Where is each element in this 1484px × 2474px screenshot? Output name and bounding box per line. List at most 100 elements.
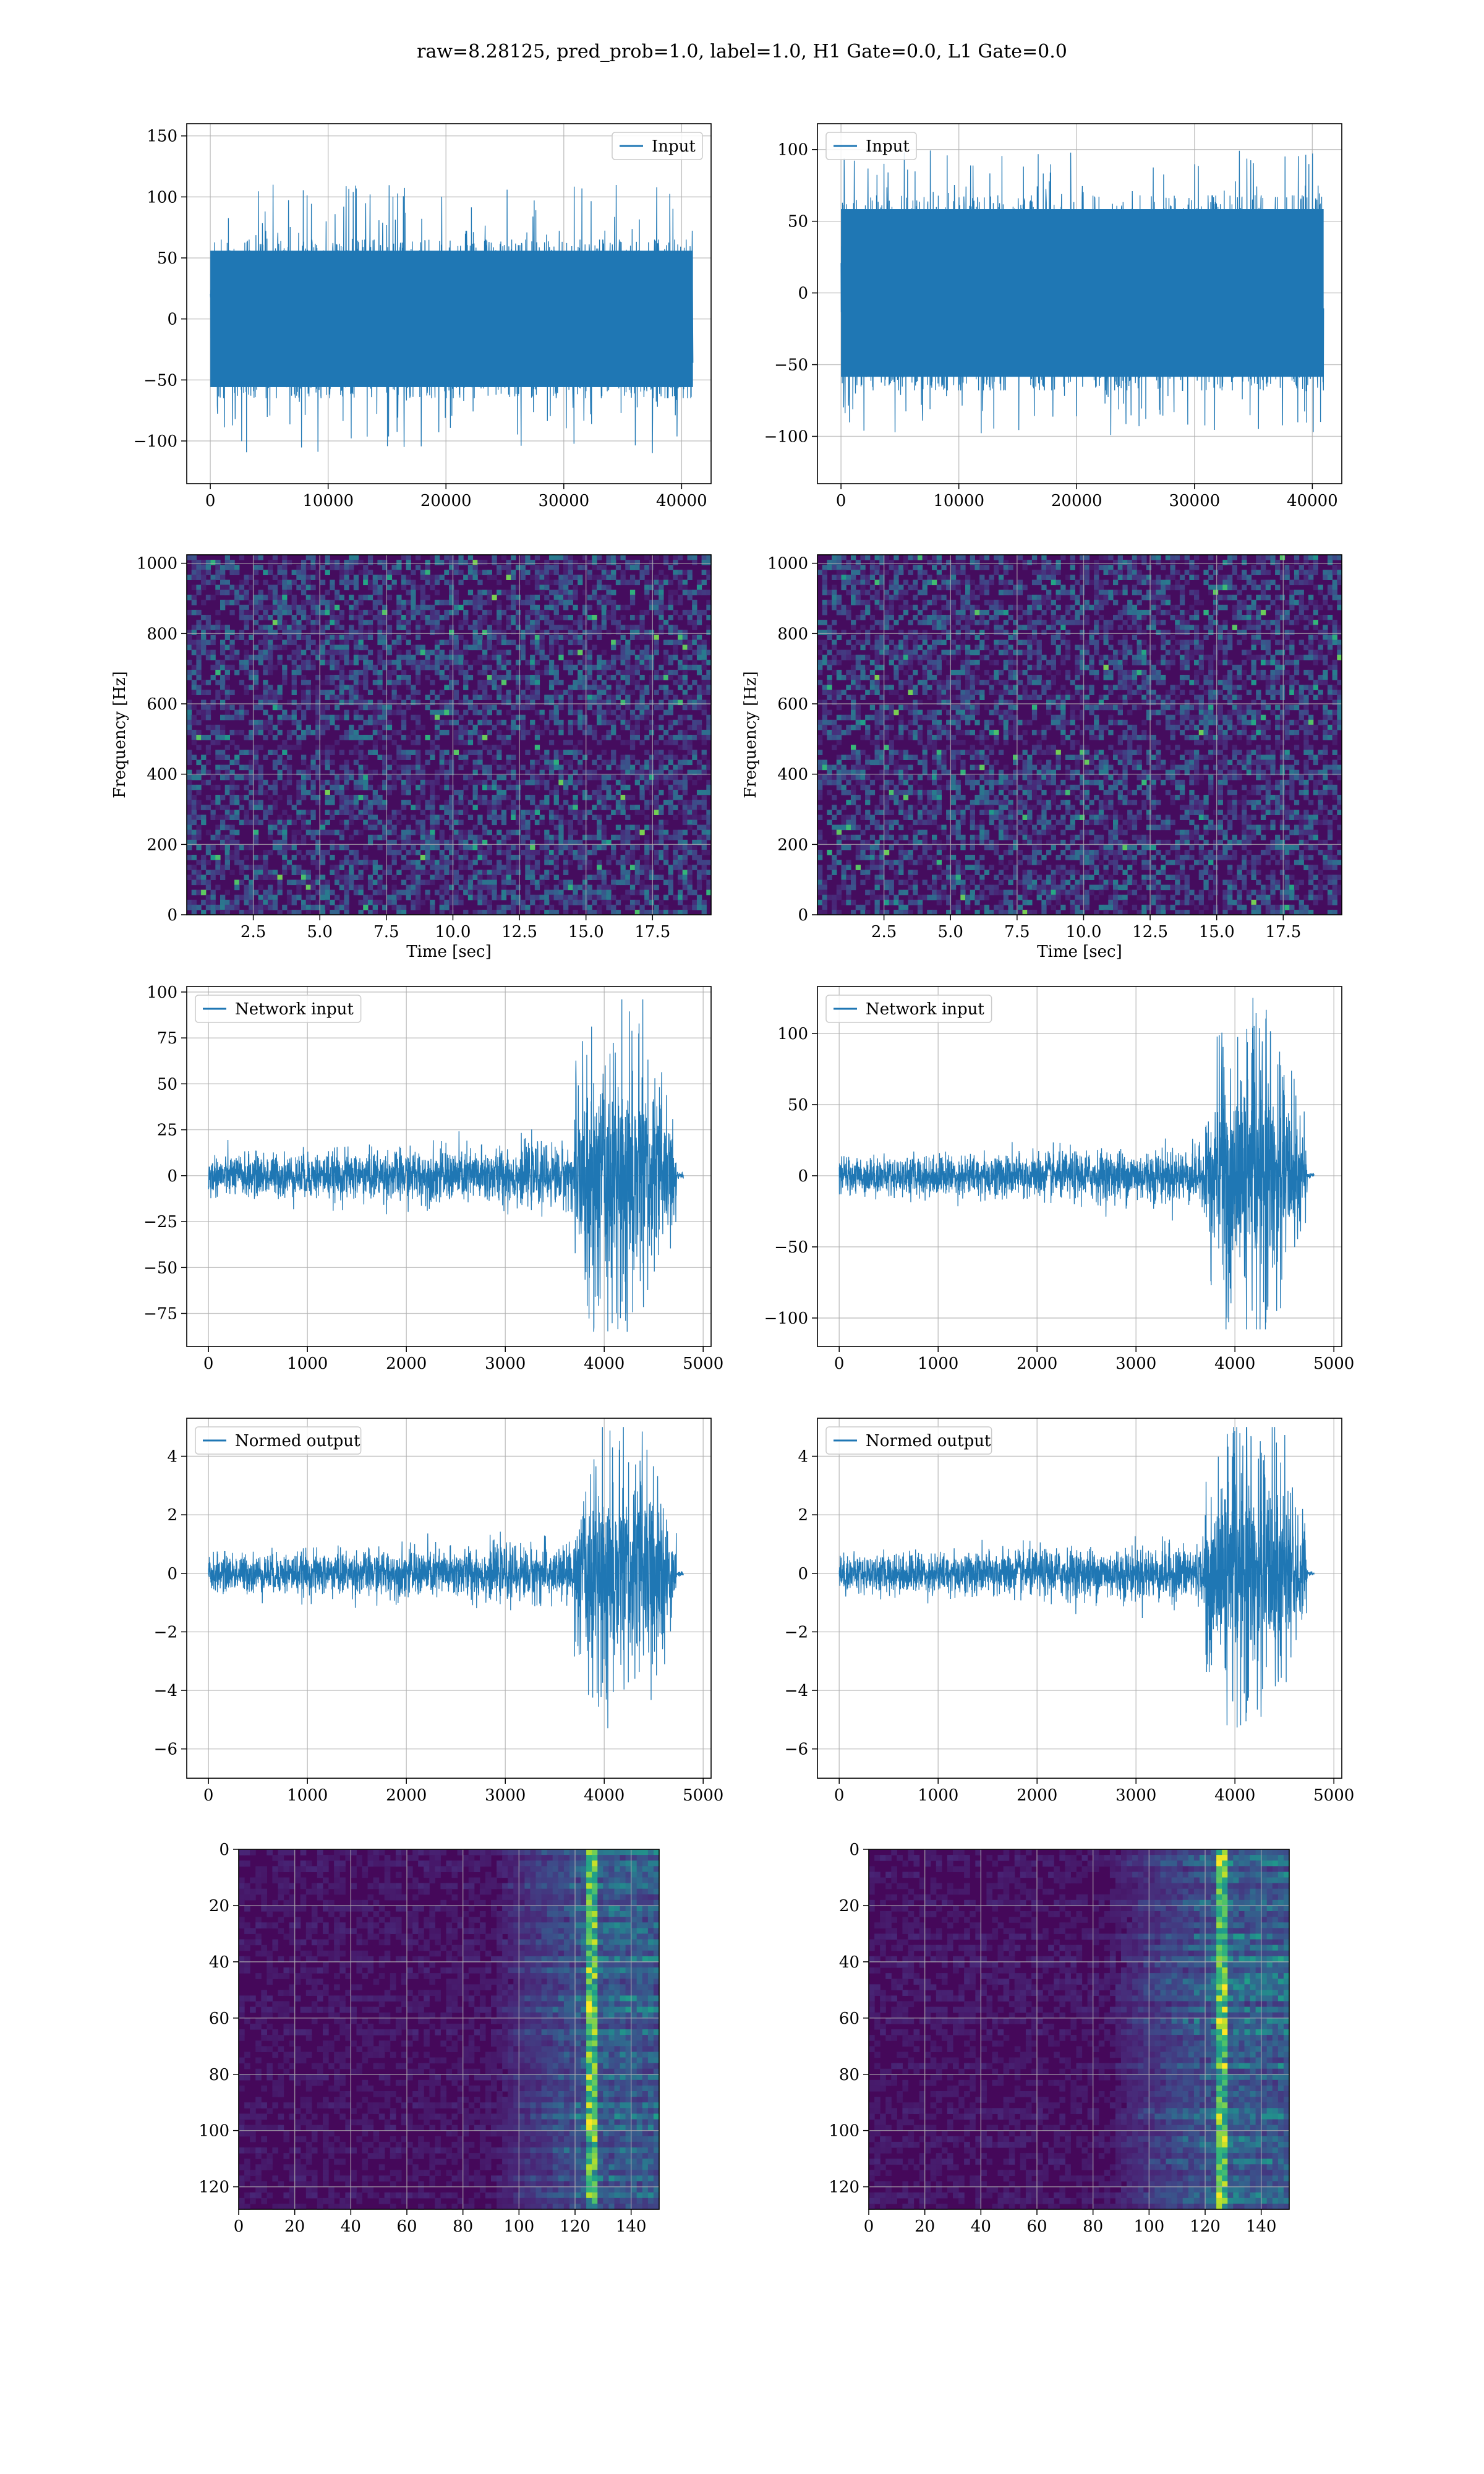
spectrogram-cell	[224, 625, 231, 630]
spectrogram-cell	[411, 700, 416, 706]
spectrogram-cell	[310, 795, 316, 800]
spectrogram-cell	[970, 589, 976, 596]
spectrogram-cell	[229, 589, 235, 596]
spectrogram-cell	[210, 834, 216, 841]
spectrogram-cell	[372, 899, 378, 905]
spectrogram-cell	[620, 690, 626, 695]
spectrogram-cell	[663, 620, 669, 625]
spectrogram-cell	[582, 849, 588, 855]
spectrogram-cell	[573, 849, 578, 855]
spectrogram-cell	[687, 594, 693, 601]
spectrogram-cell	[224, 555, 231, 560]
spectrogram-cell	[659, 570, 664, 575]
spectrogram-cell	[277, 644, 283, 651]
spectrogram-cell	[989, 575, 994, 580]
spectrogram-cell	[663, 580, 669, 586]
spectrogram-cell	[406, 589, 411, 596]
spectrogram-cell	[893, 589, 899, 596]
spectrogram-cell	[482, 824, 488, 831]
spectrogram-cell	[548, 635, 555, 640]
spectrogram-cell	[687, 820, 693, 826]
spectrogram-cell	[286, 795, 292, 800]
spectrogram-cell	[668, 669, 673, 675]
spectrogram-cell	[358, 609, 364, 615]
spectrogram-cell	[673, 909, 678, 915]
spectrogram-cell	[472, 805, 478, 810]
spectrogram-cell	[506, 740, 511, 745]
spectrogram-cell	[358, 875, 364, 880]
spectrogram-cell	[497, 654, 502, 661]
spectrogram-cell	[587, 675, 592, 680]
spectrogram-cell	[377, 714, 383, 721]
spectrogram-cell	[453, 849, 459, 855]
spectrogram-cell	[363, 795, 369, 800]
spectrogram-cell	[330, 800, 335, 805]
spectrogram-cell	[525, 849, 531, 855]
spectrogram-cell	[597, 820, 602, 826]
spectrogram-cell	[296, 865, 302, 870]
spectrogram-cell	[511, 815, 516, 820]
spectrogram-cell	[430, 865, 435, 870]
spectrogram-cell	[659, 615, 664, 620]
spectrogram-cell	[687, 740, 693, 745]
spectrogram-cell	[411, 779, 416, 785]
spectrogram-cell	[291, 865, 297, 870]
spectrogram-cell	[205, 714, 211, 721]
spectrogram-cell	[497, 860, 502, 865]
spectrogram-cell	[391, 690, 397, 695]
spectrogram-cell	[396, 745, 402, 750]
spectrogram-cell	[234, 795, 240, 800]
spectrogram-cell	[525, 884, 531, 891]
spectrogram-cell	[286, 604, 292, 610]
spectrogram-cell	[449, 755, 454, 760]
spectrogram-cell	[682, 649, 688, 656]
spectrogram-cell	[649, 800, 655, 805]
spectrogram-cell	[263, 700, 268, 706]
spectrogram-cell	[1203, 580, 1209, 586]
spectrogram-cell	[582, 904, 588, 910]
spectrogram-cell	[205, 565, 211, 570]
spectrogram-cell	[258, 769, 263, 776]
spectrogram-cell	[696, 875, 702, 880]
spectrogram-cell	[515, 844, 521, 850]
spectrogram-cell	[1184, 560, 1190, 565]
spectrogram-cell	[682, 589, 688, 596]
spectrogram-cell	[492, 779, 497, 785]
spectrogram-cell	[353, 714, 359, 721]
spectrogram-cell	[1080, 575, 1085, 580]
spectrogram-cell	[301, 880, 307, 886]
signal-band	[841, 209, 1324, 377]
spectrogram-cell	[463, 685, 469, 690]
spectrogram-cell	[220, 675, 226, 680]
spectrogram-cell	[453, 680, 459, 685]
spectrogram-cell	[520, 570, 526, 575]
spectrogram-cell	[611, 810, 616, 815]
spectrogram-cell	[210, 810, 216, 815]
spectrogram-cell	[1189, 565, 1195, 570]
spectrogram-cell	[696, 654, 702, 661]
spectrogram-cell	[601, 824, 607, 831]
spectrogram-cell	[578, 740, 583, 745]
spectrogram-cell	[548, 700, 555, 706]
spectrogram-cell	[606, 599, 612, 606]
spectrogram-cell	[492, 644, 497, 651]
spectrogram-cell	[310, 834, 316, 841]
spectrogram-cell	[396, 755, 402, 760]
spectrogram-cell	[244, 820, 249, 826]
spectrogram-cell	[196, 904, 202, 910]
spectrogram-cell	[444, 654, 450, 661]
spectrogram-cell	[339, 594, 345, 601]
spectrogram-cell	[220, 565, 226, 570]
spectrogram-cell	[960, 565, 966, 570]
spectrogram-cell	[430, 779, 435, 785]
spectrogram-cell	[411, 764, 416, 771]
spectrogram-cell	[386, 594, 393, 601]
spectrogram-cell	[534, 760, 540, 766]
spectrogram-cell	[553, 690, 559, 695]
spectrogram-cell	[678, 659, 683, 666]
spectrogram-cell	[520, 555, 526, 560]
spectrogram-cell	[492, 815, 497, 820]
spectrogram-cell	[411, 889, 416, 896]
spectrogram-cell	[363, 774, 369, 781]
spectrogram-cell	[548, 774, 555, 781]
